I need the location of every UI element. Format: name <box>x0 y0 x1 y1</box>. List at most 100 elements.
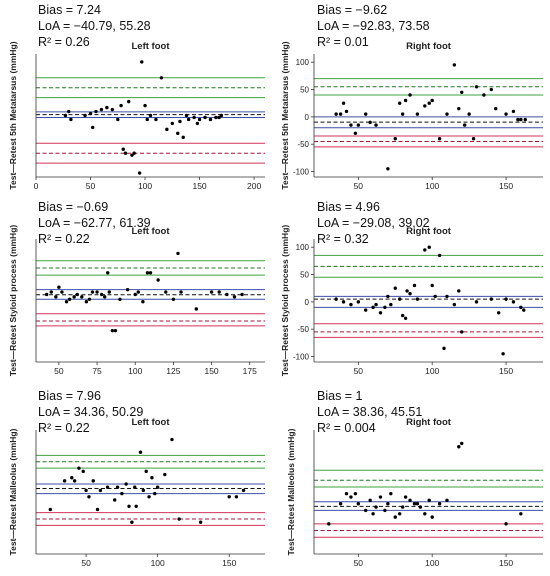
data-point <box>44 292 49 297</box>
panel-title: Left foot <box>132 41 171 52</box>
data-point <box>445 498 449 503</box>
x-tick-label: 100 <box>425 558 439 568</box>
data-point <box>171 297 176 301</box>
data-point <box>437 253 442 258</box>
data-point <box>115 485 120 489</box>
data-point <box>415 112 420 116</box>
data-point <box>437 502 442 506</box>
data-point <box>198 520 203 524</box>
data-point <box>83 113 87 118</box>
data-point <box>105 105 109 110</box>
data-point <box>522 308 526 312</box>
data-point <box>150 475 154 480</box>
data-point <box>353 131 358 135</box>
chart-panel-1: Bias = 7.24 LoA = −40.79, 55.28 R² = 0.26 L… <box>8 3 265 191</box>
data-point <box>110 328 115 333</box>
data-point <box>445 112 449 116</box>
data-point <box>81 469 85 474</box>
data-point <box>125 287 130 292</box>
data-point <box>156 278 160 282</box>
x-tick-label: 50 <box>54 366 64 376</box>
data-point <box>427 101 431 105</box>
data-point <box>400 112 405 116</box>
x-tick-label: 100 <box>425 181 439 191</box>
data-point <box>349 302 353 307</box>
data-point <box>179 290 183 294</box>
data-point <box>219 113 224 118</box>
x-tick-label: 125 <box>166 366 180 376</box>
data-point <box>430 283 434 288</box>
data-point <box>234 495 239 499</box>
data-point <box>457 289 461 293</box>
data-point <box>418 505 423 509</box>
data-point <box>415 502 420 506</box>
y-tick-label: -100 <box>293 168 310 177</box>
chart-panel-5: Bias = 7.96 LoA = 34.36, 50.29 R² = 0.22 Le… <box>8 389 265 568</box>
x-tick-label: 50 <box>354 181 364 191</box>
data-point <box>143 103 147 108</box>
stat-line: Bias = −0.69 <box>38 200 108 214</box>
data-point <box>433 294 437 299</box>
data-point <box>176 131 180 136</box>
data-point <box>437 137 442 141</box>
y-tick-label: -50 <box>297 140 309 149</box>
x-tick-label: 100 <box>425 366 439 376</box>
data-point <box>113 328 118 333</box>
data-point <box>400 313 405 318</box>
data-point <box>147 495 151 499</box>
data-point <box>371 305 375 310</box>
data-point <box>72 479 77 483</box>
data-point <box>214 115 218 120</box>
data-point <box>72 295 76 299</box>
data-point <box>364 112 368 116</box>
data-point <box>504 112 508 116</box>
data-point <box>107 290 111 294</box>
data-point <box>141 488 146 493</box>
data-point <box>489 297 493 301</box>
x-tick-label: 50 <box>354 366 364 376</box>
data-point <box>241 488 246 493</box>
data-point <box>457 445 461 449</box>
data-point <box>98 488 103 493</box>
data-point <box>80 295 84 299</box>
data-point <box>113 498 117 502</box>
data-point <box>378 495 383 499</box>
data-point <box>397 297 402 301</box>
data-point <box>452 63 457 67</box>
data-point <box>442 346 446 351</box>
data-point <box>368 498 372 503</box>
data-point <box>225 292 229 297</box>
data-point <box>327 522 331 526</box>
data-point <box>334 112 338 116</box>
data-point <box>90 290 95 294</box>
data-point <box>338 112 343 116</box>
chart-panel-3: Bias = −0.69 LoA = −62.77, 61.39 R² = 0.22… <box>8 200 265 376</box>
stat-line: Bias = 1 <box>317 389 363 403</box>
y-tick-label: 50 <box>300 271 309 280</box>
data-point <box>452 302 457 307</box>
chart-panel-2: Bias = −9.62 LoA = −92.83, 73.58 R² = 0.01… <box>280 3 543 191</box>
data-point <box>386 294 390 299</box>
data-point <box>427 245 431 249</box>
stat-line: R² = 0.01 <box>317 35 369 49</box>
data-point <box>124 482 128 486</box>
data-point <box>389 302 393 307</box>
data-point <box>163 472 167 477</box>
data-point <box>155 485 160 489</box>
data-point <box>504 297 508 301</box>
stat-line: LoA = 38.36, 45.51 <box>317 405 422 419</box>
data-point <box>70 475 74 480</box>
data-point <box>403 98 408 103</box>
stat-line: R² = 0.004 <box>317 421 376 435</box>
data-point <box>415 297 420 301</box>
y-tick-label: -50 <box>297 325 309 334</box>
data-point <box>400 505 405 509</box>
data-point <box>217 290 221 294</box>
data-point <box>176 251 180 256</box>
data-point <box>408 291 412 296</box>
data-point <box>134 504 138 509</box>
data-point <box>403 316 408 320</box>
data-point <box>123 151 128 155</box>
data-point <box>349 123 353 127</box>
stat-line: LoA = −29.08, 39.02 <box>317 216 430 230</box>
